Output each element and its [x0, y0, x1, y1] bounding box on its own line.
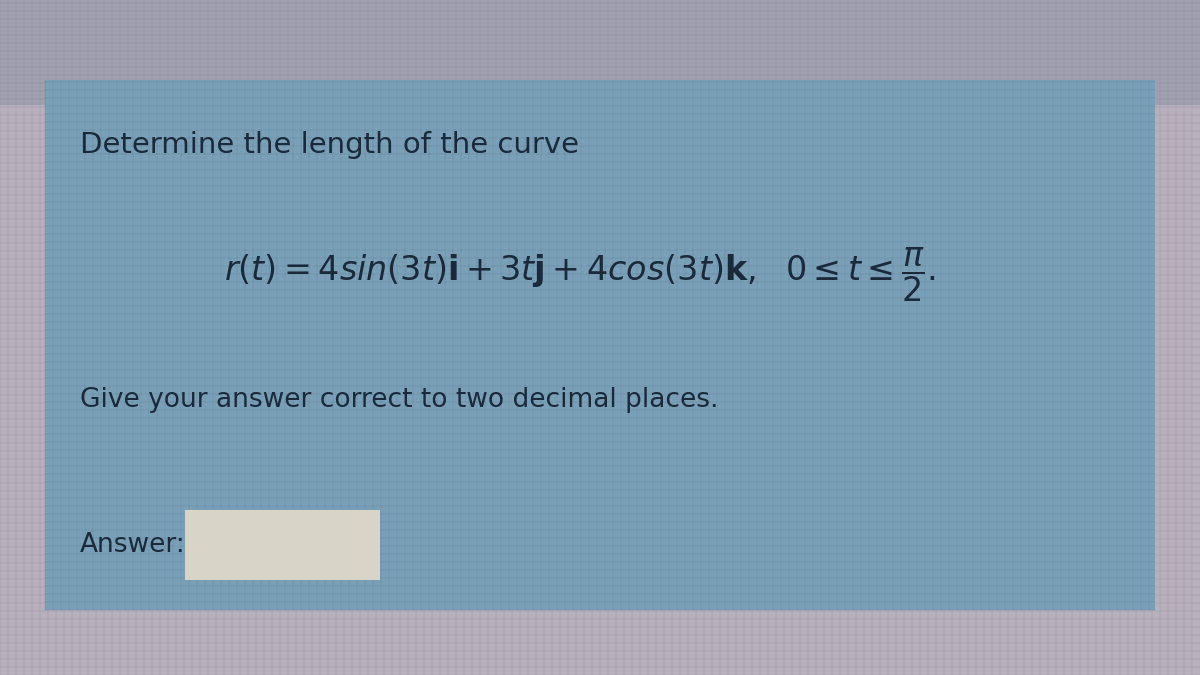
Text: Answer:: Answer:: [80, 532, 186, 558]
Polygon shape: [0, 105, 1200, 675]
Polygon shape: [185, 510, 380, 580]
Text: Determine the length of the curve: Determine the length of the curve: [80, 131, 580, 159]
Polygon shape: [0, 0, 1200, 105]
Polygon shape: [46, 80, 1154, 610]
Text: $r(t) = 4\mathit{sin}(3t)\mathbf{i} + 3t\mathbf{j} + 4\mathit{cos}(3t)\mathbf{k}: $r(t) = 4\mathit{sin}(3t)\mathbf{i} + 3t…: [224, 246, 936, 304]
Text: Give your answer correct to two decimal places.: Give your answer correct to two decimal …: [80, 387, 719, 413]
